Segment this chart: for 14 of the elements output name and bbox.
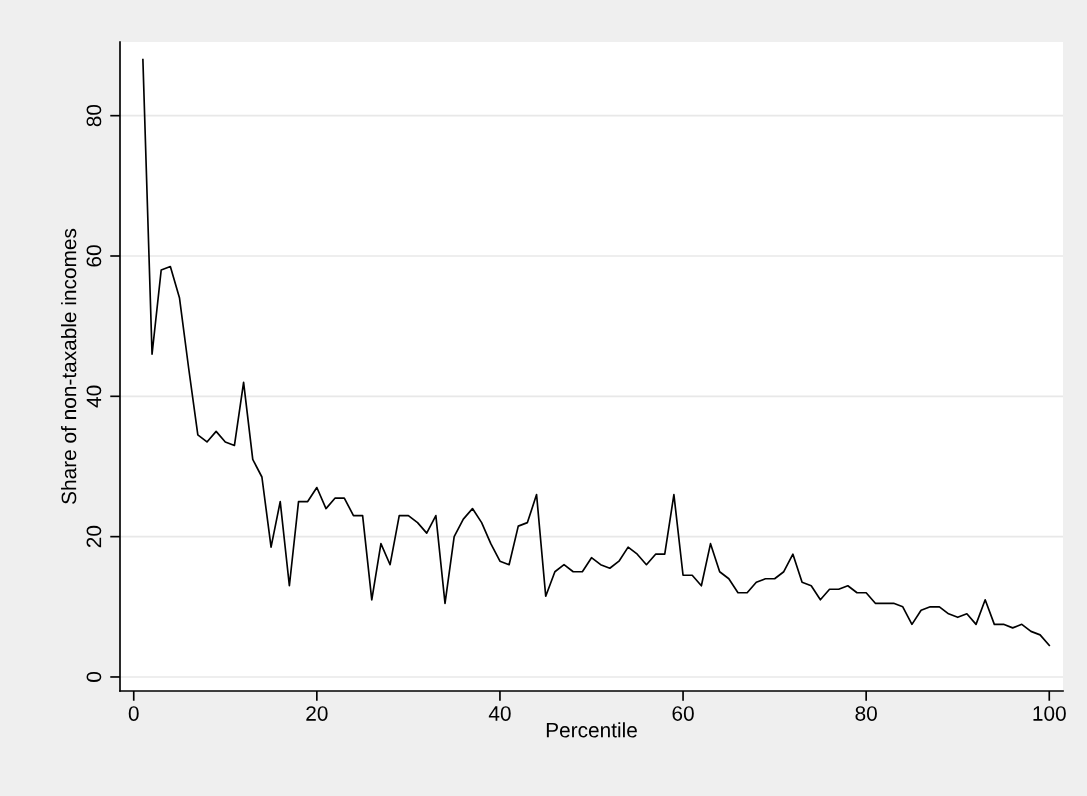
x-axis-title: Percentile (546, 722, 637, 738)
y-tick-label: 60 (86, 245, 102, 267)
y-tick-label: 20 (86, 525, 102, 548)
x-tick-label: 20 (306, 706, 328, 721)
x-tick-label: 60 (672, 706, 694, 721)
line-series (142, 58, 1051, 647)
y-tick-label: 40 (86, 385, 102, 408)
x-tick-label: 80 (855, 706, 877, 721)
x-tick-label: 100 (1033, 706, 1066, 721)
y-tick-label: 80 (86, 104, 102, 127)
y-tick-label: 0 (86, 671, 102, 682)
x-tick-label: 0 (128, 706, 139, 721)
x-tick-label: 40 (488, 706, 511, 721)
y-axis-title: Share of non-taxable incomes (61, 228, 77, 504)
